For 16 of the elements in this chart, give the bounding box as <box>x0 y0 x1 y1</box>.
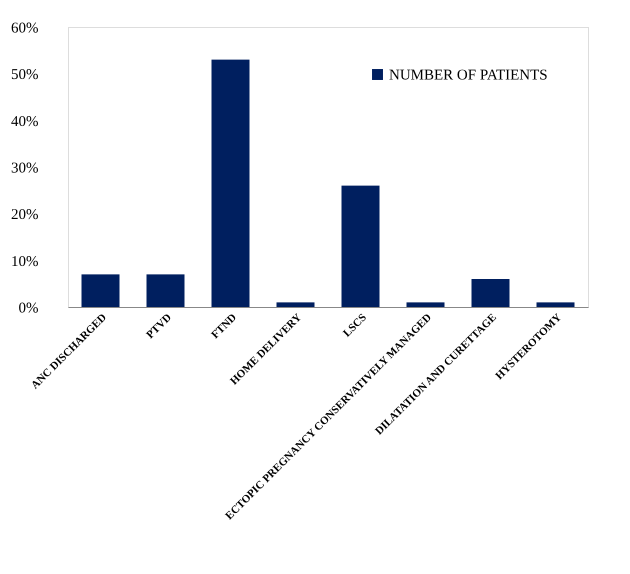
bar <box>82 274 120 307</box>
y-tick-label: 50% <box>11 67 38 84</box>
y-tick-label: 30% <box>11 160 38 176</box>
y-tick-label: 10% <box>11 254 38 270</box>
y-tick-label: 0% <box>18 300 38 316</box>
bar <box>146 274 184 307</box>
y-tick-label: 20% <box>11 207 38 224</box>
y-tick-label: 60% <box>11 20 38 36</box>
y-tick-label: 40% <box>11 114 38 130</box>
bar <box>406 302 444 307</box>
bar <box>472 279 510 307</box>
legend-label: NUMBER OF PATIENTS <box>389 68 548 84</box>
bar <box>276 302 314 307</box>
bar <box>536 302 574 307</box>
bar <box>212 60 250 307</box>
bar <box>342 186 380 307</box>
